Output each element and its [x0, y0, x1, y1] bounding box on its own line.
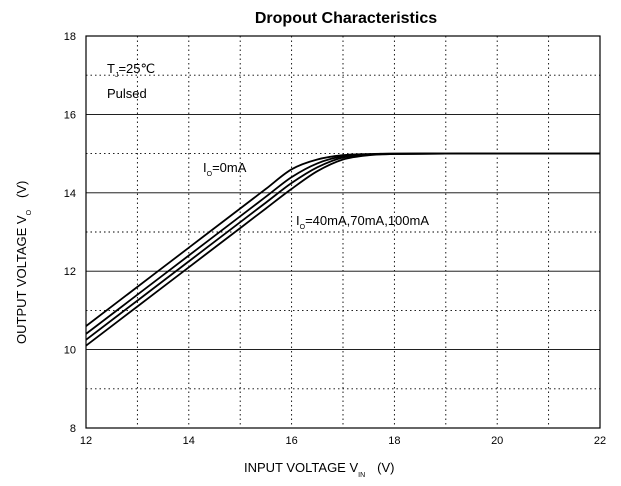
x-axis-label-main: INPUT VOLTAGE V	[244, 460, 358, 475]
label-load-main: I	[296, 213, 300, 228]
x-tick-label: 14	[183, 435, 195, 447]
y-tick-label: 14	[64, 188, 76, 200]
y-tick-label: 18	[64, 31, 76, 43]
condition-pulsed: Pulsed	[107, 86, 147, 101]
y-tick-label: 12	[64, 266, 76, 278]
x-tick-label: 18	[388, 435, 400, 447]
condition-temperature: TJ=25℃	[107, 61, 155, 79]
y-axis-label-main: OUTPUT VOLTAGE V	[14, 215, 29, 344]
label-0mA-main: I	[203, 160, 207, 175]
label-load-sub: O	[300, 224, 306, 231]
x-tick-labels: 12 14 16 18 20 22	[80, 435, 606, 447]
label-load-rest: =40mA,70mA,100mA	[305, 213, 429, 228]
x-tick-label: 16	[285, 435, 297, 447]
grid	[86, 36, 600, 428]
x-axis-label: INPUT VOLTAGE VIN (V)	[244, 460, 394, 479]
curves	[85, 152, 600, 347]
x-tick-label: 12	[80, 435, 92, 447]
label-0mA-sub: O	[207, 171, 213, 178]
label-0mA: IO=0mA	[203, 160, 247, 178]
label-0mA-rest: =0mA	[212, 160, 247, 175]
condition-temperature-rest: =25℃	[118, 61, 155, 76]
y-tick-label: 8	[70, 423, 76, 435]
label-load: IO=40mA,70mA,100mA	[296, 213, 429, 231]
x-tick-label: 20	[491, 435, 503, 447]
condition-temperature-sub: J	[115, 72, 119, 79]
x-axis-label-sub: IN	[358, 472, 365, 479]
condition-temperature-main: T	[107, 61, 115, 76]
y-axis-label-unit: (V)	[14, 181, 29, 198]
y-tick-label: 10	[64, 345, 76, 357]
x-axis-label-unit: (V)	[377, 460, 394, 475]
y-tick-label: 16	[64, 109, 76, 121]
y-axis-label-sub: O	[26, 209, 33, 215]
y-axis-label: OUTPUT VOLTAGE VO (V)	[14, 181, 33, 344]
y-tick-labels: 8 10 12 14 16 18	[64, 31, 76, 435]
series-line-100mA	[85, 152, 600, 347]
plot-frame	[85, 35, 601, 429]
chart-title: Dropout Characteristics	[255, 10, 437, 27]
x-tick-label: 22	[594, 435, 606, 447]
